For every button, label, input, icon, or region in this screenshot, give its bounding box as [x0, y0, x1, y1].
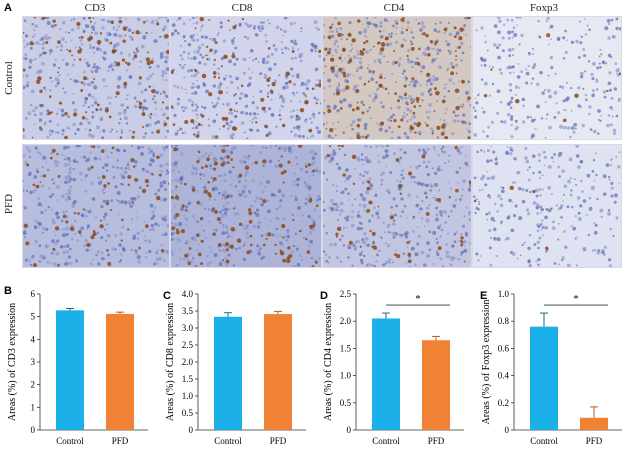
y-tick-label: 2: [31, 380, 36, 390]
y-tick-label: 2.5: [340, 289, 352, 299]
panel-e-letter: E: [480, 290, 488, 302]
chart-cd4: 0 0.5 1.0 1.5 2.0 2.5 Areas (%) of CD4 express…: [316, 280, 476, 460]
y-tick-label: 1.5: [182, 374, 194, 384]
y-tick-label: 0: [31, 425, 36, 435]
x-tick-label: Control: [372, 436, 400, 446]
y-tick-label: 3.0: [182, 323, 194, 333]
y-tick-label: 3.5: [182, 306, 194, 316]
bar-control: [214, 316, 242, 430]
y-tick-label: 0.5: [340, 398, 352, 408]
y-tick-label: 0: [505, 425, 510, 435]
y-tick-label: 6: [31, 289, 36, 299]
y-tick-label: 4: [31, 334, 36, 344]
micrograph-tile: [22, 16, 170, 140]
column-header-cd8: CD8: [231, 2, 253, 14]
panel-a-letter: A: [4, 2, 12, 14]
y-tick-label: 1: [31, 402, 36, 412]
y-tick-label: 2.0: [340, 316, 352, 326]
significance-star: *: [415, 293, 421, 305]
micrograph-tile: [472, 144, 622, 268]
x-tick-label: PFD: [428, 436, 445, 446]
y-axis-label: Areas (%) of Foxp3 expression: [481, 300, 492, 425]
bar-pfd: [580, 417, 608, 430]
y-tick-label: 0.4: [498, 371, 510, 381]
significance-star: *: [573, 293, 579, 305]
y-tick-label: 1.0: [498, 289, 510, 299]
chart-foxp3: 0 0.2 0.4 0.6 0.8 1.0 Areas (%) of Foxp3 expre…: [474, 280, 632, 460]
micrograph-tile: [170, 16, 322, 140]
bar-pfd: [422, 340, 450, 430]
column-header-foxp3: Foxp3: [529, 2, 559, 14]
y-tick-label: 1.0: [340, 371, 352, 381]
y-tick-label: 0.6: [498, 343, 510, 353]
micrograph-tile: [472, 16, 622, 140]
x-tick-label: Control: [530, 436, 558, 446]
micrograph-tile: [22, 144, 170, 268]
y-tick-label: 0.2: [498, 398, 509, 408]
x-tick-label: Control: [214, 436, 242, 446]
panel-c-letter: C: [163, 290, 171, 302]
y-tick-label: 4.0: [182, 289, 194, 299]
y-axis-label: Areas (%) of CD4 expression: [323, 303, 334, 421]
y-axis-label: Areas (%) of CD3 expression: [7, 303, 18, 421]
column-header-cd4: CD4: [383, 2, 405, 14]
row-header-pfd: PFD: [3, 193, 15, 215]
y-tick-label: 1.5: [340, 343, 352, 353]
micrograph-tile: [322, 144, 472, 268]
y-tick-label: 3: [31, 357, 36, 367]
y-tick-label: 0: [347, 425, 352, 435]
bar-pfd: [264, 314, 292, 430]
x-tick-label: PFD: [586, 436, 603, 446]
chart-cd3: 0 1 2 3 4 5 6 Areas (%) of CD3 expression Contro…: [0, 280, 160, 460]
bar-control: [56, 310, 84, 430]
panel-b-letter: B: [4, 285, 12, 297]
y-tick-label: 0.8: [498, 316, 510, 326]
chart-cd8: 0 0.5 1.0 1.5 2.0 2.5 3.0 3.5 4.0 Areas (%) of CD…: [158, 280, 318, 460]
y-tick-label: 2.5: [182, 340, 194, 350]
bar-control: [372, 318, 400, 430]
y-tick-label: 5: [31, 312, 36, 322]
row-header-control: Control: [3, 61, 15, 95]
bar-control: [530, 326, 558, 430]
x-tick-label: Control: [56, 436, 84, 446]
y-tick-label: 0.5: [182, 408, 194, 418]
y-tick-label: 0: [189, 425, 194, 435]
y-tick-label: 2.0: [182, 357, 194, 367]
micrograph-tile: [322, 16, 472, 140]
y-axis-label: Areas (%) of CD8 expression: [165, 303, 176, 421]
micrograph-tile: [170, 144, 322, 268]
y-tick-label: 1.0: [182, 391, 194, 401]
x-tick-label: PFD: [112, 436, 129, 446]
panel-d-letter: D: [320, 290, 328, 302]
bar-pfd: [106, 313, 134, 430]
column-header-cd3: CD3: [84, 2, 106, 14]
x-tick-label: PFD: [270, 436, 287, 446]
